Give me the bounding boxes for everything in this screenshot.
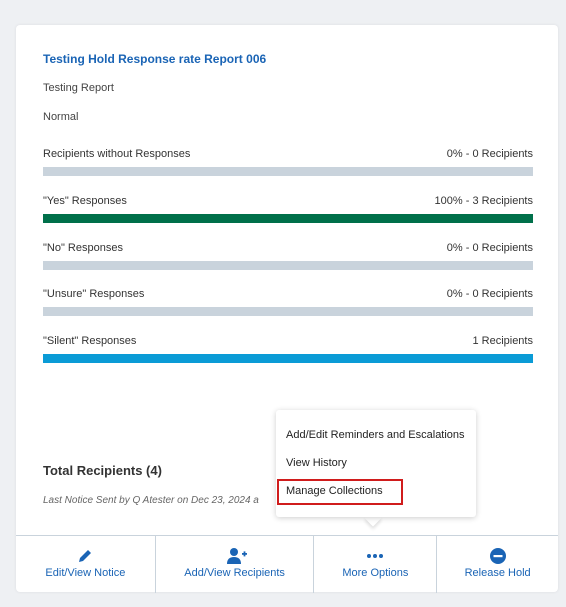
menu-item[interactable]: Manage Collections bbox=[286, 485, 383, 497]
menu-item[interactable]: Add/Edit Reminders and Escalations bbox=[286, 429, 465, 441]
report-subtitle: Testing Report bbox=[43, 82, 114, 94]
more-options-button[interactable]: More Options bbox=[313, 536, 436, 593]
progress-bar bbox=[43, 213, 533, 223]
edit-button[interactable]: Edit/View Notice bbox=[16, 536, 155, 593]
release-button[interactable]: Release Hold bbox=[436, 536, 558, 593]
total-recipients: Total Recipients (4) bbox=[43, 463, 162, 478]
progress-bar bbox=[43, 167, 533, 176]
highlight-box bbox=[277, 479, 403, 505]
button-label: Edit/View Notice bbox=[45, 567, 126, 579]
progress-bar bbox=[43, 354, 533, 363]
button-label: Release Hold bbox=[464, 567, 531, 579]
button-label: Add/View Recipients bbox=[184, 567, 285, 579]
priority: Normal bbox=[43, 111, 79, 123]
minus-circle-icon bbox=[489, 548, 506, 564]
dots-icon bbox=[367, 554, 384, 558]
row-label: Recipients without Responses bbox=[43, 148, 191, 160]
pencil-icon bbox=[79, 550, 92, 562]
row-label: "Silent" Responses bbox=[43, 335, 137, 347]
row-value: 0% - 0 Recipients bbox=[446, 241, 533, 254]
last-notice: Last Notice Sent by Q Atester on Dec 23,… bbox=[43, 495, 259, 506]
report-title[interactable]: Testing Hold Response rate Report 006 bbox=[43, 52, 267, 66]
row-label: "Yes" Responses bbox=[43, 194, 127, 207]
menu-item[interactable]: View History bbox=[286, 457, 347, 469]
progress-bar bbox=[43, 307, 533, 317]
row-value: 100% - 3 Recipients bbox=[434, 194, 533, 207]
row-value: 0% - 0 Recipients bbox=[446, 148, 533, 160]
button-label: More Options bbox=[342, 567, 409, 579]
row-value: 0% - 0 Recipients bbox=[446, 288, 533, 301]
person-add-icon bbox=[226, 548, 247, 564]
row-label: "No" Responses bbox=[43, 241, 123, 254]
recipients-button[interactable]: Add/View Recipients bbox=[154, 536, 314, 593]
row-value: 1 Recipients bbox=[472, 335, 533, 347]
action-bar: Edit/View Notice Add/View Recipients Mor… bbox=[16, 535, 558, 593]
options-menu: Add/Edit Reminders and Escalations View H… bbox=[276, 410, 476, 517]
row-label: "Unsure" Responses bbox=[43, 288, 145, 301]
progress-bar bbox=[43, 260, 533, 270]
